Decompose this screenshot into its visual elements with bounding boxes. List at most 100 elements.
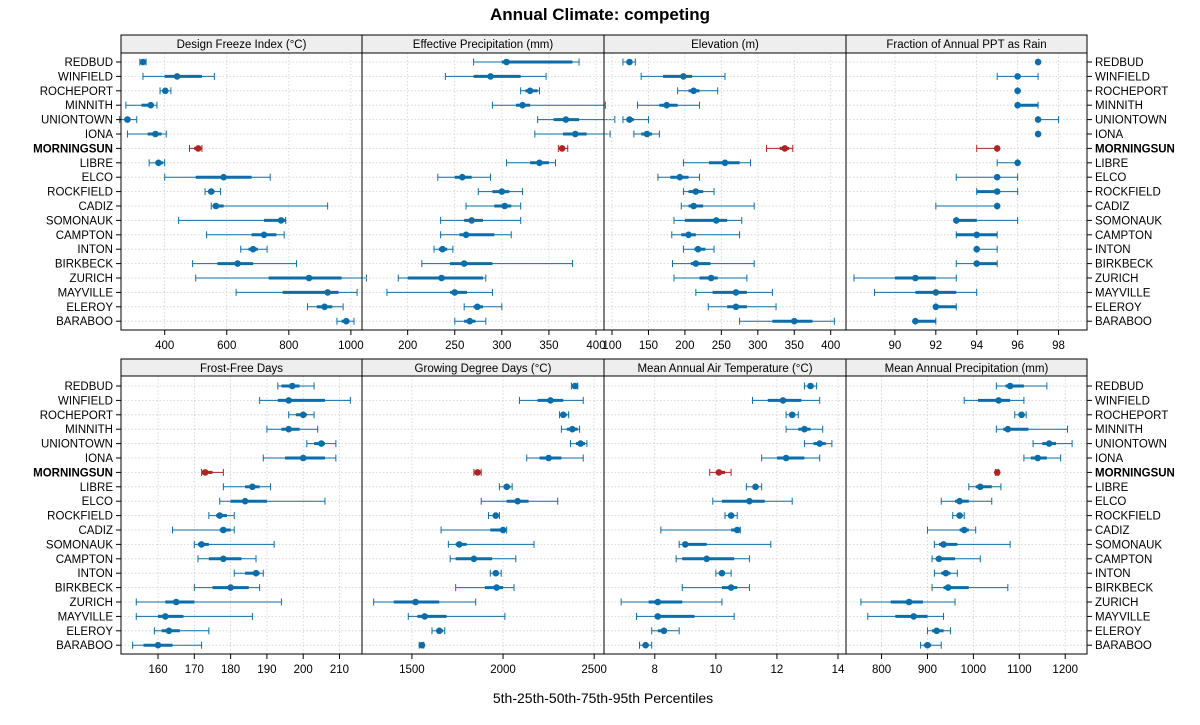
panel-title: Effective Precipitation (mm) (413, 39, 554, 51)
x-tick-label: 150 (639, 340, 658, 352)
median-point (571, 130, 579, 138)
x-tick-label: 98 (1052, 340, 1065, 352)
median-point (559, 411, 567, 419)
station-label-right: SOMONAUK (1095, 215, 1162, 227)
station-label-right: ZURICH (1095, 597, 1138, 609)
station-label-right: MAYVILLE (1095, 287, 1151, 299)
median-point (690, 202, 697, 210)
station-label-right: WINFIELD (1095, 395, 1150, 407)
median-point (788, 411, 796, 419)
median-point (956, 497, 963, 505)
x-tick-label: 94 (970, 340, 983, 352)
station-label-left: MORNINGSUN (33, 143, 113, 155)
x-tick-label: 90 (889, 340, 902, 352)
station-label-right: INTON (1095, 568, 1131, 580)
station-label-left: SOMONAUK (46, 215, 113, 227)
station-label-right: BIRKBECK (1095, 259, 1153, 271)
x-tick-label: 250 (445, 340, 464, 352)
median-point (536, 159, 543, 167)
median-point (782, 454, 790, 462)
x-tick-label: 2500 (581, 664, 607, 676)
median-point (173, 73, 181, 80)
station-label-left: CAMPTON (56, 554, 113, 566)
median-point (973, 245, 981, 253)
x-tick-label: 400 (155, 340, 174, 352)
median-point (147, 101, 155, 109)
median-point (685, 231, 692, 239)
station-label-left: REDBUD (64, 381, 113, 393)
station-label-left: ROCKFIELD (47, 511, 113, 523)
station-label-right: IONA (1095, 129, 1123, 141)
station-label-left: LIBRE (80, 158, 114, 170)
median-point (526, 87, 534, 95)
station-label-left: CADIZ (79, 201, 114, 213)
median-point (692, 188, 700, 195)
x-tick-label: 800 (872, 664, 891, 676)
panel-title: Frost-Free Days (200, 363, 283, 375)
station-label-left: BIRKBECK (55, 259, 113, 271)
median-point (277, 217, 285, 224)
panel-4: Frost-Free Days 160 170 180 190 200 210 (120, 358, 363, 676)
median-point (260, 231, 268, 239)
median-point (993, 469, 1001, 476)
median-point (727, 584, 735, 591)
median-point (514, 497, 521, 505)
median-point (727, 512, 735, 519)
median-point (220, 555, 227, 563)
station-label-right: REDBUD (1095, 57, 1144, 69)
median-point (663, 101, 670, 109)
station-label-right: WINFIELD (1095, 71, 1150, 83)
median-point (1034, 454, 1041, 462)
median-point (660, 627, 668, 635)
median-point (201, 469, 209, 476)
median-point (234, 260, 241, 267)
median-point (993, 173, 1001, 181)
median-point (718, 569, 726, 577)
x-tick-label: 250 (712, 340, 731, 352)
station-label-left: MINNITH (65, 100, 113, 112)
median-point (1034, 58, 1042, 66)
panel-title: Elevation (m) (691, 39, 759, 51)
median-point (571, 382, 579, 390)
median-point (790, 317, 798, 325)
median-point (241, 497, 249, 505)
station-label-left: WINFIELD (58, 395, 113, 407)
x-tick-label: 12 (771, 664, 784, 676)
median-point (752, 483, 759, 491)
station-label-left: IONA (85, 129, 113, 141)
median-point (460, 260, 468, 267)
station-label-left: ZURICH (70, 273, 113, 285)
station-label-left: UNIONTOWN (41, 439, 113, 451)
median-point (1014, 101, 1021, 109)
x-tick-label: 600 (217, 340, 236, 352)
x-tick-label: 190 (257, 664, 276, 676)
station-label-left: INTON (77, 568, 113, 580)
x-tick-label: 210 (330, 664, 349, 676)
station-label-right: ROCKFIELD (1095, 187, 1161, 199)
median-point (503, 483, 510, 491)
median-point (993, 188, 1001, 195)
median-point (676, 173, 684, 181)
median-point (421, 613, 428, 620)
median-point (458, 173, 466, 181)
station-label-left: MINNITH (65, 424, 113, 436)
station-label-left: UNIONTOWN (41, 115, 113, 127)
median-point (562, 116, 570, 123)
x-tick-label: 1000 (338, 340, 364, 352)
median-point (139, 58, 147, 66)
x-tick-label: 96 (1011, 340, 1024, 352)
median-point (438, 274, 445, 282)
median-point (694, 245, 702, 253)
median-point (712, 217, 720, 224)
station-label-left: CAMPTON (56, 230, 113, 242)
median-point (289, 382, 296, 390)
x-tick-label: 1500 (399, 664, 425, 676)
median-point (746, 497, 753, 505)
median-point (732, 303, 740, 311)
median-point (299, 454, 307, 462)
median-point (692, 260, 700, 267)
median-point (154, 641, 162, 649)
median-point (577, 440, 584, 447)
median-point (252, 569, 260, 577)
median-point (216, 512, 224, 519)
